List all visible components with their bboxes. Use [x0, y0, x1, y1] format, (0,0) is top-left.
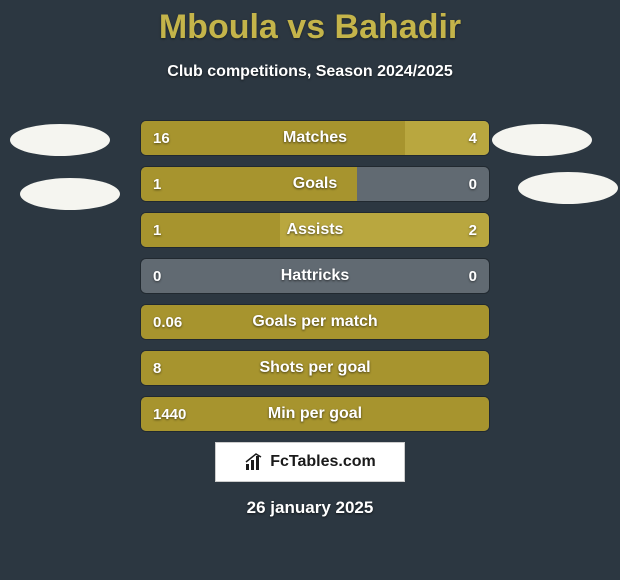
- stat-label: Goals per match: [141, 305, 489, 339]
- player-avatar-left-bottom: [20, 178, 120, 210]
- player-avatar-left-top: [10, 124, 110, 156]
- page-subtitle: Club competitions, Season 2024/2025: [0, 63, 620, 81]
- player-avatar-right-bottom: [518, 172, 618, 204]
- player-avatar-right-top: [492, 124, 592, 156]
- stat-row: 00Hattricks: [140, 258, 490, 294]
- stat-label: Min per goal: [141, 397, 489, 431]
- stat-row: 1440Min per goal: [140, 396, 490, 432]
- stat-row: 12Assists: [140, 212, 490, 248]
- stat-label: Shots per goal: [141, 351, 489, 385]
- stat-label: Matches: [141, 121, 489, 155]
- stat-row: 164Matches: [140, 120, 490, 156]
- stat-label: Assists: [141, 213, 489, 247]
- page-title: Mboula vs Bahadir: [0, 0, 620, 47]
- stat-row: 10Goals: [140, 166, 490, 202]
- brand-label: FcTables.com: [270, 453, 376, 471]
- stat-label: Hattricks: [141, 259, 489, 293]
- chart-icon: [244, 452, 264, 472]
- date-label: 26 january 2025: [0, 498, 620, 518]
- stat-label: Goals: [141, 167, 489, 201]
- brand-box: FcTables.com: [215, 442, 405, 482]
- stats-bars: 164Matches 10Goals 12Assists 00Hattricks 0.0…: [140, 120, 490, 442]
- stat-row: 8Shots per goal: [140, 350, 490, 386]
- stat-row: 0.06Goals per match: [140, 304, 490, 340]
